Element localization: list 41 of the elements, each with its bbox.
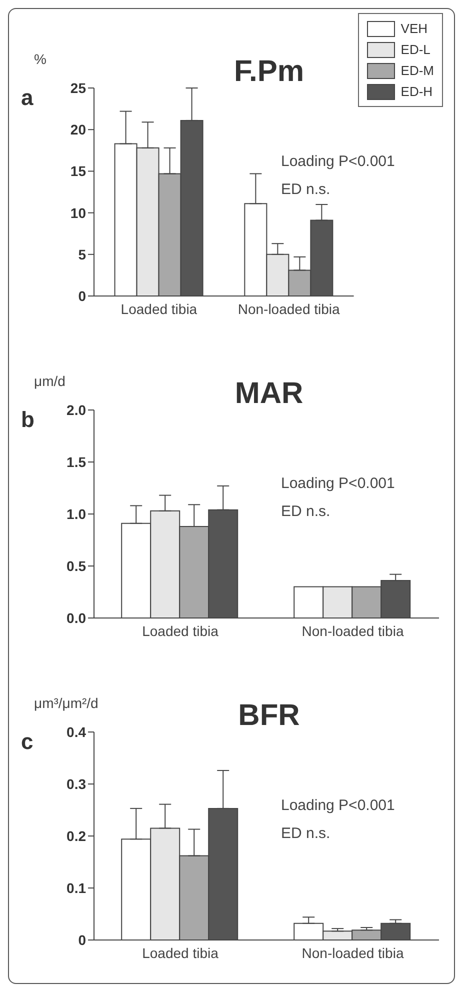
y-tick-label: 0 [78,932,86,948]
legend-label: ED-H [400,84,433,99]
y-tick-label: 0.0 [66,610,86,626]
annotation: ED n.s. [281,503,330,520]
legend-label: ED-L [400,42,430,57]
y-axis-title: μm/d [34,373,66,389]
x-tick-label: Loaded tibia [120,300,198,317]
y-tick-label: 0.3 [66,776,86,792]
x-tick-label: Loaded tibia [142,622,219,639]
text: a [21,85,34,111]
y-tick-label: 0.2 [66,828,86,844]
legend-label: ED-M [400,63,434,78]
y-tick-label: 10 [70,204,86,221]
y-tick-label: 1.0 [66,506,86,522]
legend-label: VEH [400,21,428,36]
y-tick-label: 15 [70,163,86,180]
annotation: Loading P<0.001 [281,475,395,492]
text: b [21,407,34,433]
x-tick-label: Non-loaded tibia [238,300,340,317]
text: c [21,729,34,755]
y-tick-label: 0.5 [66,558,86,574]
y-tick-label: 20 [70,122,86,138]
y-tick-label: 1.5 [66,454,86,470]
chart-title: BFR [238,699,300,732]
y-axis-title: μm³/μm²/d [34,695,98,711]
y-tick-label: 0 [78,288,86,304]
chart-title: F.Pm [234,55,304,88]
annotation: Loading P<0.001 [281,153,395,170]
x-tick-label: Non-loaded tibia [302,944,404,961]
chart-title: MAR [234,377,304,410]
annotation: ED n.s. [281,181,330,198]
x-tick-label: Loaded tibia [142,944,219,961]
x-tick-label: Non-loaded tibia [302,622,404,639]
y-tick-label: 25 [70,80,86,96]
y-tick-label: 5 [78,246,86,262]
y-tick-label: 2.0 [66,402,86,418]
annotation: Loading P<0.001 [281,797,395,814]
y-tick-label: 0.1 [66,880,86,896]
y-tick-label: 0.4 [66,724,86,740]
annotation: ED n.s. [281,825,330,842]
y-axis-title: % [34,51,46,67]
